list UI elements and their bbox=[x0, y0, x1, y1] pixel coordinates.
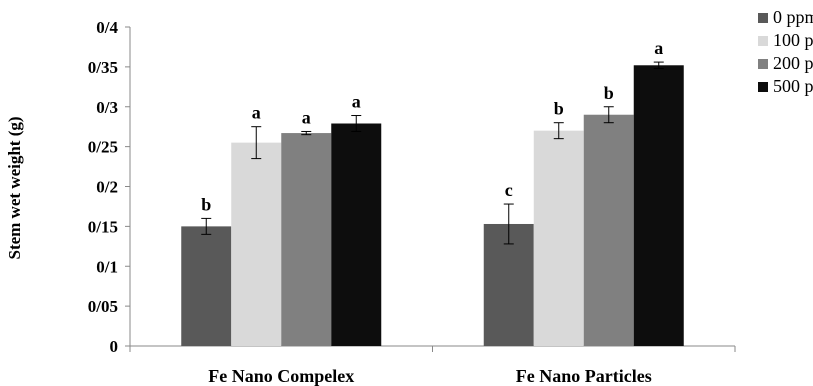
legend-label: 200 ppm bbox=[773, 53, 813, 73]
bar bbox=[331, 123, 382, 346]
significance-letter: a bbox=[352, 92, 361, 112]
legend-item: 100 ppm bbox=[758, 29, 813, 52]
bar bbox=[281, 133, 332, 346]
legend-item: 0 ppm bbox=[758, 6, 813, 29]
bar bbox=[181, 226, 232, 346]
significance-letter: b bbox=[554, 99, 564, 119]
bar bbox=[533, 130, 584, 346]
significance-letter: b bbox=[201, 194, 211, 214]
y-tick-label: 0/3 bbox=[96, 98, 118, 117]
bar bbox=[633, 65, 684, 346]
significance-letter: c bbox=[505, 180, 513, 200]
y-tick-label: 0/4 bbox=[96, 18, 118, 37]
y-tick-label: 0/25 bbox=[88, 138, 118, 157]
legend-swatch bbox=[758, 35, 768, 46]
significance-letter: a bbox=[302, 107, 311, 127]
y-tick-label: 0 bbox=[110, 337, 119, 356]
y-tick-label: 0/15 bbox=[88, 217, 118, 236]
y-axis-title: Stem wet weight (g) bbox=[5, 116, 24, 259]
x-category-label: Fe Nano Compelex bbox=[208, 366, 354, 386]
y-tick-label: 0/2 bbox=[96, 178, 118, 197]
y-axis: 0 0/05 0/1 0/15 0/2 0/25 0/3 0/35 0/4 bbox=[88, 18, 131, 356]
y-tick-label: 0/1 bbox=[96, 257, 118, 276]
y-tick-label: 0/35 bbox=[88, 58, 118, 77]
legend-swatch bbox=[758, 12, 768, 23]
significance-letter: b bbox=[604, 83, 614, 103]
legend: 0 ppm 100 ppm 200 ppm 500 ppm bbox=[758, 6, 813, 98]
bar bbox=[231, 142, 282, 346]
legend-label: 500 ppm bbox=[773, 76, 813, 96]
legend-swatch bbox=[758, 81, 768, 92]
significance-letter: a bbox=[252, 103, 261, 123]
legend-item: 200 ppm bbox=[758, 52, 813, 75]
legend-item: 500 ppm bbox=[758, 75, 813, 98]
legend-label: 0 ppm bbox=[773, 7, 813, 27]
x-category-label: Fe Nano Particles bbox=[516, 366, 652, 386]
bars: b a a a c b b a bbox=[181, 38, 684, 346]
legend-label: 100 ppm bbox=[773, 30, 813, 50]
legend-swatch bbox=[758, 58, 768, 69]
bar bbox=[583, 114, 634, 346]
significance-letter: a bbox=[654, 38, 663, 58]
x-axis: Fe Nano Compelex Fe Nano Particles bbox=[129, 345, 736, 386]
y-tick-label: 0/05 bbox=[88, 297, 118, 316]
